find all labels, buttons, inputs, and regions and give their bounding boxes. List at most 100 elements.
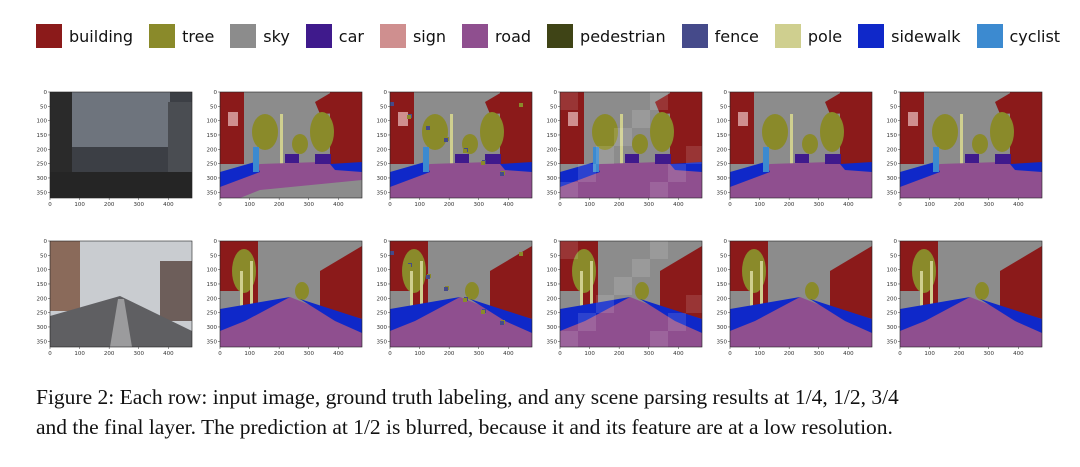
y-tick: 300	[377, 176, 390, 182]
svg-text:0: 0	[894, 239, 898, 245]
svg-text:350: 350	[207, 339, 218, 345]
svg-text:0: 0	[218, 351, 222, 357]
y-tick: 200	[887, 296, 900, 302]
legend-swatch	[149, 24, 176, 48]
svg-text:0: 0	[728, 202, 732, 208]
y-tick: 100	[377, 268, 390, 274]
svg-text:200: 200	[104, 351, 115, 357]
svg-text:400: 400	[843, 351, 854, 357]
y-tick: 350	[37, 190, 50, 196]
svg-text:100: 100	[244, 202, 255, 208]
y-tick: 150	[887, 282, 900, 288]
y-tick: 50	[380, 253, 390, 259]
svg-text:100: 100	[924, 202, 935, 208]
svg-text:100: 100	[244, 351, 255, 357]
svg-text:150: 150	[547, 133, 558, 139]
svg-text:350: 350	[207, 190, 218, 196]
svg-text:0: 0	[724, 90, 728, 96]
svg-text:300: 300	[304, 351, 315, 357]
legend-swatch	[858, 24, 885, 48]
svg-text:100: 100	[754, 202, 765, 208]
svg-text:200: 200	[784, 351, 795, 357]
svg-text:150: 150	[377, 133, 388, 139]
svg-text:400: 400	[333, 351, 344, 357]
x-tick: 300	[984, 347, 994, 357]
x-tick: 200	[954, 347, 965, 357]
svg-text:150: 150	[887, 133, 898, 139]
legend-label: car	[338, 26, 364, 46]
svg-text:100: 100	[37, 119, 48, 125]
x-tick: 200	[104, 198, 115, 208]
svg-text:300: 300	[377, 176, 388, 182]
y-tick: 50	[210, 104, 220, 110]
svg-text:250: 250	[717, 311, 728, 317]
y-tick: 0	[894, 90, 900, 96]
svg-text:0: 0	[48, 351, 52, 357]
x-tick: 400	[163, 347, 174, 357]
y-tick: 100	[547, 119, 560, 125]
panel-row2-input-image: 0 50 100 150 200 250 300 350 0 100 200 300 400	[37, 239, 203, 369]
y-tick: 250	[887, 162, 900, 168]
svg-text:200: 200	[887, 147, 898, 153]
svg-text:150: 150	[717, 282, 728, 288]
svg-text:300: 300	[547, 176, 558, 182]
y-tick: 200	[717, 296, 730, 302]
y-tick: 300	[547, 176, 560, 182]
y-tick: 250	[207, 162, 220, 168]
segmentation-image	[900, 92, 1042, 198]
segmentation-image	[560, 241, 702, 347]
svg-text:0: 0	[218, 202, 222, 208]
y-tick: 0	[894, 239, 900, 245]
y-tick: 300	[717, 176, 730, 182]
y-tick: 50	[210, 253, 220, 259]
svg-text:300: 300	[984, 202, 995, 208]
panel-row2-1-4: 0 50 100 150 200 250 300 350 0 100 200 300 400	[377, 239, 543, 369]
svg-text:100: 100	[584, 351, 595, 357]
legend-label: fence	[714, 26, 759, 46]
svg-text:0: 0	[898, 351, 902, 357]
segmentation-image	[390, 92, 532, 198]
svg-text:100: 100	[887, 119, 898, 125]
legend-item-cyclist: cyclist	[976, 24, 1060, 48]
legend-label: sky	[263, 26, 290, 46]
x-tick: 400	[1013, 198, 1024, 208]
y-tick: 150	[37, 133, 50, 139]
y-tick: 250	[37, 311, 50, 317]
x-tick: 0	[48, 198, 52, 208]
svg-text:100: 100	[74, 202, 85, 208]
svg-text:250: 250	[207, 311, 218, 317]
y-tick: 150	[547, 282, 560, 288]
x-tick: 200	[444, 198, 455, 208]
svg-text:350: 350	[547, 339, 558, 345]
svg-text:400: 400	[673, 202, 684, 208]
x-tick: 400	[673, 198, 684, 208]
y-tick: 350	[887, 339, 900, 345]
y-tick: 100	[717, 268, 730, 274]
y-tick: 350	[377, 190, 390, 196]
y-tick: 300	[547, 325, 560, 331]
x-tick: 400	[333, 347, 344, 357]
x-tick: 400	[843, 198, 854, 208]
y-tick: 300	[887, 325, 900, 331]
svg-text:0: 0	[44, 90, 48, 96]
svg-text:350: 350	[377, 339, 388, 345]
y-tick: 250	[377, 162, 390, 168]
x-tick: 100	[74, 198, 85, 208]
segmentation-image	[50, 241, 192, 347]
x-tick: 300	[304, 198, 314, 208]
legend-swatch	[36, 24, 62, 48]
y-tick: 200	[717, 147, 730, 153]
svg-text:100: 100	[207, 268, 218, 274]
legend-item-road: road	[462, 24, 531, 48]
svg-text:100: 100	[717, 268, 728, 274]
segmentation-image	[390, 241, 532, 347]
y-tick: 100	[887, 119, 900, 125]
x-tick: 0	[898, 198, 902, 208]
caption-line-2: and the final layer. The prediction at 1…	[36, 415, 893, 439]
legend-item-car: car	[305, 24, 364, 48]
svg-text:250: 250	[37, 162, 48, 168]
y-tick: 50	[890, 253, 900, 259]
svg-text:0: 0	[554, 90, 558, 96]
y-tick: 0	[214, 90, 220, 96]
x-tick: 100	[584, 198, 595, 208]
